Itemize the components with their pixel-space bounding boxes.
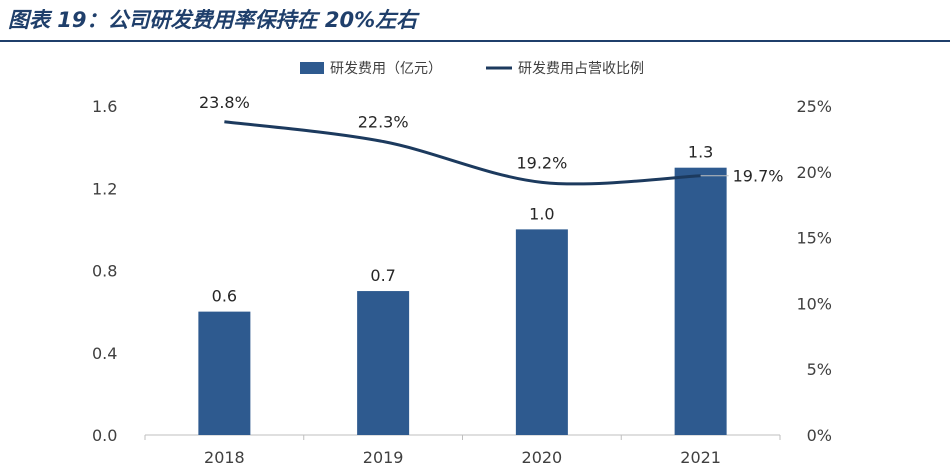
ratio-label: 19.7% [733,167,784,186]
left-axis-tick: 0.8 [92,262,117,281]
bar-label: 1.3 [688,143,713,162]
x-axis-tick: 2019 [363,448,404,467]
right-axis-tick: 25% [796,97,832,116]
left-axis-tick: 1.6 [92,97,117,116]
right-axis-tick: 10% [796,294,832,313]
bar-label: 0.6 [212,287,237,306]
right-axis-tick: 15% [796,229,832,248]
left-axis-tick: 1.2 [92,179,117,198]
x-axis-tick: 2018 [204,448,245,467]
x-axis-tick: 2021 [680,448,721,467]
ratio-line [224,120,701,186]
figure-title: 图表 19：公司研发费用率保持在 20%左右 [8,8,418,32]
bar [198,311,251,435]
left-axis-tick: 0.0 [92,426,117,445]
left-axis-tick: 0.4 [92,344,117,363]
legend-line-label: 研发费用占营收比例 [518,61,644,77]
bar [515,229,568,435]
right-axis-tick: 20% [796,163,832,182]
legend-bar-swatch [300,62,324,74]
ratio-label: 19.2% [516,153,567,172]
right-axis-tick: 0% [807,426,832,445]
title-rule [0,40,950,42]
ratio-label: 23.8% [199,93,250,112]
right-axis-tick: 5% [807,360,832,379]
legend-bar-label: 研发费用（亿元） [330,61,442,77]
bar [674,167,727,435]
figure-header: 图表 19：公司研发费用率保持在 20%左右 [0,0,950,42]
bar-label: 0.7 [370,266,395,285]
bar-label: 1.0 [529,204,554,223]
ratio-label: 22.3% [358,113,409,132]
bar [357,291,410,435]
x-axis-tick: 2020 [522,448,563,467]
